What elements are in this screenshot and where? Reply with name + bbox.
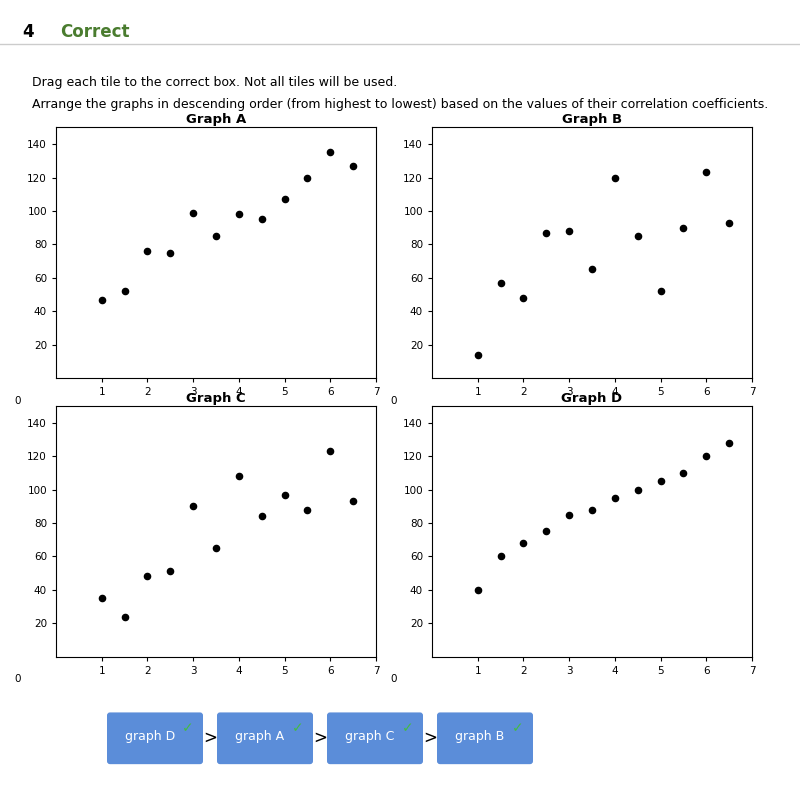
Text: 4: 4 [22, 23, 34, 41]
Point [700, 166, 713, 179]
Text: graph A: graph A [235, 730, 285, 743]
Point [540, 525, 553, 538]
Point [654, 474, 667, 487]
Point [562, 508, 575, 521]
Point [118, 285, 131, 298]
Point [722, 217, 735, 229]
Text: graph D: graph D [125, 730, 175, 743]
Point [494, 550, 507, 563]
Point [609, 171, 622, 184]
Text: 0: 0 [390, 396, 397, 406]
FancyBboxPatch shape [437, 712, 533, 764]
Point [186, 500, 199, 513]
Text: 0: 0 [14, 674, 21, 685]
Point [494, 276, 507, 289]
FancyBboxPatch shape [327, 712, 423, 764]
Point [700, 450, 713, 462]
Title: Graph C: Graph C [186, 392, 246, 405]
Text: graph B: graph B [455, 730, 505, 743]
Point [586, 503, 598, 516]
Point [95, 293, 108, 306]
Point [255, 510, 268, 523]
Text: >: > [313, 729, 327, 747]
Point [654, 285, 667, 298]
Text: >: > [423, 729, 437, 747]
Text: ✓: ✓ [182, 721, 194, 736]
Title: Graph D: Graph D [562, 392, 622, 405]
Point [609, 491, 622, 505]
Text: >: > [203, 729, 217, 747]
Point [278, 488, 291, 501]
Point [631, 229, 644, 242]
Text: ✓: ✓ [512, 721, 524, 736]
Point [233, 208, 246, 220]
Text: Drag each tile to the correct box. Not all tiles will be used.: Drag each tile to the correct box. Not a… [32, 76, 398, 88]
Point [517, 291, 530, 304]
Point [586, 263, 598, 275]
Point [722, 436, 735, 449]
Point [255, 213, 268, 225]
Point [301, 171, 314, 184]
Point [562, 224, 575, 237]
Title: Graph B: Graph B [562, 113, 622, 127]
FancyBboxPatch shape [217, 712, 313, 764]
Point [471, 583, 484, 596]
FancyBboxPatch shape [107, 712, 203, 764]
Point [141, 244, 154, 257]
Point [631, 483, 644, 496]
Point [164, 565, 177, 578]
Point [677, 466, 690, 479]
Point [233, 470, 246, 482]
Text: 0: 0 [390, 674, 397, 685]
Point [324, 146, 337, 158]
Point [164, 246, 177, 259]
Point [677, 221, 690, 234]
Text: ✓: ✓ [402, 721, 414, 736]
Point [210, 541, 222, 554]
Text: graph C: graph C [346, 730, 394, 743]
Point [210, 229, 222, 242]
Point [118, 611, 131, 623]
Point [517, 537, 530, 549]
Point [346, 159, 359, 172]
Point [540, 226, 553, 239]
Point [186, 206, 199, 219]
Point [471, 349, 484, 361]
Text: Correct: Correct [60, 23, 130, 41]
Text: ✓: ✓ [292, 721, 304, 736]
Point [324, 445, 337, 458]
Point [141, 570, 154, 583]
Text: 0: 0 [14, 396, 21, 406]
Point [346, 495, 359, 508]
Point [95, 592, 108, 605]
Text: Arrange the graphs in descending order (from highest to lowest) based on the val: Arrange the graphs in descending order (… [32, 98, 768, 111]
Point [301, 503, 314, 516]
Title: Graph A: Graph A [186, 113, 246, 127]
Point [278, 193, 291, 205]
